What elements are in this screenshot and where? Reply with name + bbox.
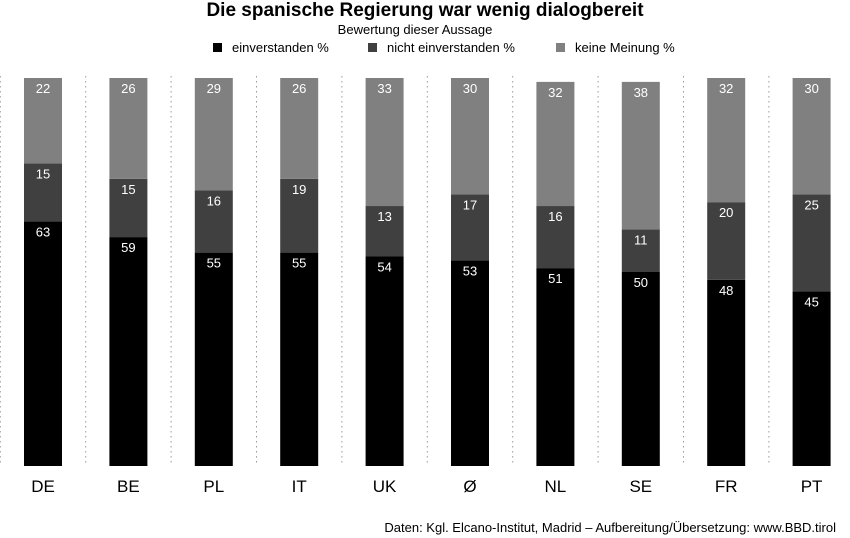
bar-segment <box>451 78 489 195</box>
x-tick-label: IT <box>292 477 307 496</box>
bar-segment <box>536 206 575 269</box>
legend: einverstanden % nicht einverstanden % ke… <box>0 40 850 56</box>
bar-segment <box>451 194 489 261</box>
bar-segment <box>109 237 148 466</box>
bar-segment <box>621 229 660 272</box>
x-tick-label: SE <box>629 477 652 496</box>
bar-segment <box>792 194 831 292</box>
data-label: 55 <box>292 256 306 271</box>
data-label: 48 <box>719 283 733 298</box>
x-tick-label: DE <box>31 477 55 496</box>
legend-swatch <box>556 43 565 52</box>
bar-segment <box>109 178 148 238</box>
data-label: 29 <box>207 81 221 96</box>
data-label: 15 <box>36 166 50 181</box>
bar-segment <box>621 81 660 230</box>
bar-segment <box>365 206 404 257</box>
bar-segment <box>536 81 575 207</box>
chart-subtitle: Bewertung dieser Aussage <box>337 22 493 37</box>
bar-segment <box>194 78 233 191</box>
data-label: 50 <box>634 275 648 290</box>
data-label: 45 <box>804 294 818 309</box>
bar-segment <box>280 178 319 253</box>
legend-label: einverstanden % <box>232 40 329 55</box>
data-label: 15 <box>121 182 135 197</box>
bar-segment <box>365 256 404 466</box>
data-label: 54 <box>377 259 391 274</box>
bar-segment <box>24 78 62 164</box>
data-label: 32 <box>548 85 562 100</box>
data-label: 13 <box>377 209 391 224</box>
bar-segment <box>280 252 319 466</box>
legend-item-keine-meinung: keine Meinung % <box>556 40 675 55</box>
bar-segment <box>451 260 489 466</box>
data-label: 30 <box>463 81 477 96</box>
bar-segment <box>792 78 831 195</box>
data-label: 17 <box>463 197 477 212</box>
bar-segment <box>536 268 575 466</box>
legend-item-einverstanden: einverstanden % <box>213 40 329 55</box>
bar-segment <box>109 78 148 179</box>
legend-swatch <box>213 43 222 52</box>
data-label: 16 <box>207 194 221 209</box>
bar-segment <box>24 221 62 466</box>
bar-segment <box>194 252 233 466</box>
x-tick-label: NL <box>545 477 567 496</box>
bar-segment <box>707 78 746 203</box>
data-label: 59 <box>121 240 135 255</box>
data-label: 22 <box>36 81 50 96</box>
data-label: 33 <box>377 81 391 96</box>
data-label: 53 <box>463 263 477 278</box>
data-label: 38 <box>634 85 648 100</box>
data-label: 16 <box>548 209 562 224</box>
source-note: Daten: Kgl. Elcano-Institut, Madrid – Au… <box>384 520 836 535</box>
x-tick-label: FR <box>715 477 738 496</box>
data-label: 30 <box>804 81 818 96</box>
bar-segment <box>621 272 660 466</box>
data-label: 63 <box>36 225 50 240</box>
data-label: 51 <box>548 271 562 286</box>
bar-segment <box>792 291 831 466</box>
bar-segment <box>24 163 62 222</box>
legend-label: nicht einverstanden % <box>387 40 515 55</box>
bar-segment <box>194 190 233 253</box>
data-label: 19 <box>292 182 306 197</box>
data-label: 25 <box>804 197 818 212</box>
x-tick-label: BE <box>117 477 140 496</box>
bar-segment <box>280 78 319 179</box>
x-tick-label: PT <box>801 477 823 496</box>
bar-segment <box>365 78 404 207</box>
data-label: 55 <box>207 256 221 271</box>
x-tick-label: Ø <box>463 477 476 496</box>
data-label: 20 <box>719 205 733 220</box>
data-label: 26 <box>121 81 135 96</box>
legend-item-nicht-einverstanden: nicht einverstanden % <box>368 40 515 55</box>
x-tick-label: PL <box>203 477 224 496</box>
data-label: 32 <box>719 81 733 96</box>
chart-title: Die spanische Regierung war wenig dialog… <box>206 0 644 21</box>
bar-segment <box>707 279 746 466</box>
x-tick-label: UK <box>373 477 397 496</box>
legend-label: keine Meinung % <box>575 40 675 55</box>
data-label: 11 <box>634 232 648 247</box>
legend-swatch <box>368 43 377 52</box>
data-label: 26 <box>292 81 306 96</box>
bar-segment <box>707 202 746 280</box>
